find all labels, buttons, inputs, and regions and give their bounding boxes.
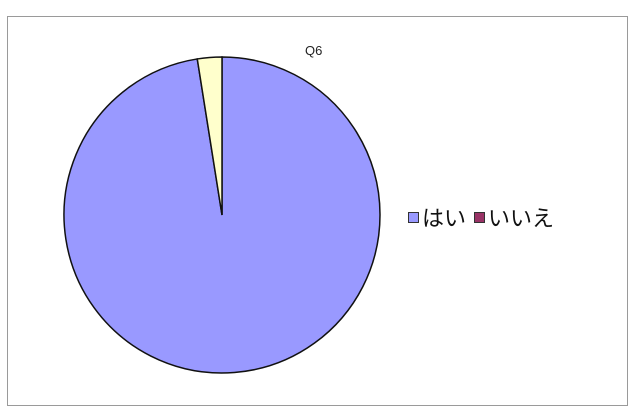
- legend-label-no: いいえ: [488, 207, 555, 232]
- pie-slice-no: [196, 56, 223, 216]
- legend-label-yes: はい: [422, 207, 467, 232]
- legend-swatch-no: [474, 211, 486, 223]
- top-band: [0, 0, 637, 8]
- legend-item-no: いいえ: [474, 201, 554, 233]
- legend: はい いいえ: [408, 201, 554, 233]
- chart-title: Q6: [305, 43, 323, 58]
- pie-slices: [63, 56, 381, 374]
- legend-item-yes: はい: [408, 201, 466, 233]
- legend-swatch-yes: [408, 211, 419, 223]
